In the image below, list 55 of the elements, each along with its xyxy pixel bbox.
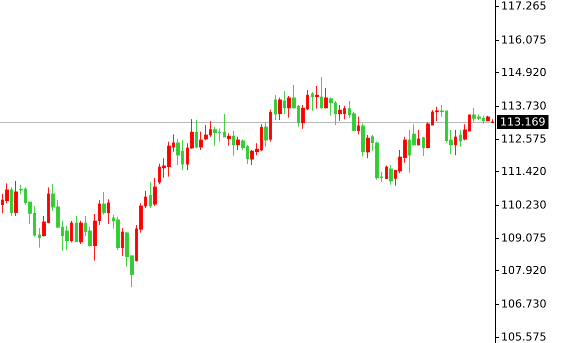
candlestick: [315, 86, 319, 110]
candlestick: [116, 216, 120, 250]
candlestick: [366, 134, 370, 159]
candlestick: [357, 116, 360, 135]
candlestick: [491, 118, 494, 124]
y-tick-label: 110.230: [501, 198, 546, 212]
candlestick: [278, 97, 282, 120]
candlestick: [10, 186, 13, 216]
candlestick: [269, 109, 272, 142]
y-tick-label: 105.575: [501, 330, 546, 343]
candlestick: [283, 90, 286, 114]
y-tick-label: 117.265: [501, 0, 546, 13]
candlestick: [389, 164, 393, 186]
y-tick-label: 111.420: [501, 165, 546, 178]
candlestick: [459, 130, 462, 147]
candlestick: [338, 104, 342, 122]
candlestick: [38, 228, 41, 248]
candlestick: [227, 132, 231, 146]
candlestick: [195, 120, 198, 149]
candlestick: [232, 130, 235, 156]
candlestick: [107, 198, 110, 224]
candlestick: [324, 88, 328, 110]
candlestick: [121, 228, 124, 256]
candlestick: [223, 114, 226, 138]
candlestick: [320, 76, 323, 110]
candlestick: [236, 136, 240, 150]
candlestick: [199, 131, 203, 150]
y-tick-label: 109.075: [501, 231, 546, 244]
candlestick: [213, 126, 217, 146]
y-tick-label: 114.920: [501, 66, 546, 79]
y-tick-label: 113.730: [501, 100, 546, 113]
candlestick: [264, 122, 268, 147]
candlestick: [287, 96, 291, 118]
candlestick: [417, 130, 420, 146]
candlestick: [75, 216, 78, 242]
candlestick: [274, 94, 277, 120]
candlestick: [14, 180, 18, 216]
y-tick-label: 107.920: [501, 264, 546, 278]
candlestick: [311, 92, 314, 112]
candlestick: [422, 136, 425, 156]
ref-line-label: 113.169: [500, 115, 546, 128]
candlestick: [204, 124, 208, 140]
candlestick: [79, 220, 83, 244]
candlestick: [149, 182, 152, 208]
candlestick: [385, 165, 388, 180]
candlestick: [102, 191, 106, 216]
candlestick: [435, 106, 439, 122]
y-tick-label: 116.075: [501, 33, 546, 46]
candlestick: [70, 220, 73, 243]
y-tick-label: 112.575: [501, 132, 546, 146]
candlestick: [486, 115, 490, 122]
candlestick: [153, 178, 157, 206]
candlestick: [361, 122, 365, 157]
candlestick: [454, 130, 457, 156]
y-tick-label: 106.730: [501, 298, 546, 311]
